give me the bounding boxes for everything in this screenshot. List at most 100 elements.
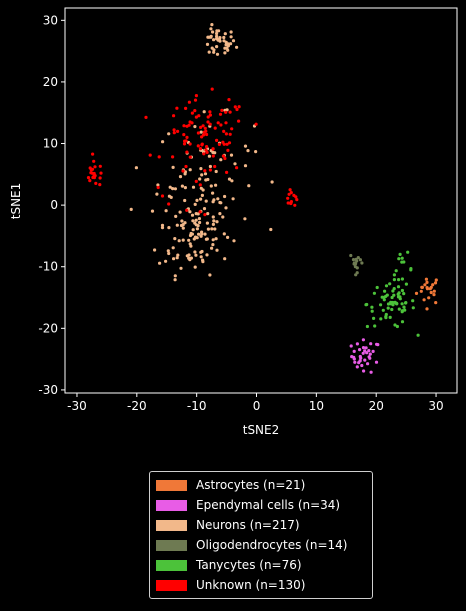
x-tick-label: 0 — [253, 399, 261, 413]
data-point — [178, 210, 182, 214]
data-point — [388, 282, 392, 286]
data-point — [184, 106, 188, 110]
data-point — [411, 306, 415, 310]
data-point — [432, 293, 436, 297]
data-point — [397, 307, 401, 311]
data-point — [93, 165, 97, 169]
data-point — [402, 292, 406, 296]
data-point — [230, 179, 234, 183]
data-point — [385, 293, 389, 297]
legend-label: Ependymal cells (n=34) — [196, 498, 341, 512]
data-point — [176, 129, 180, 133]
data-point — [183, 172, 187, 176]
data-point — [187, 238, 191, 242]
data-point — [192, 237, 196, 241]
data-point — [232, 239, 236, 243]
data-point — [208, 164, 212, 169]
data-point — [254, 122, 258, 126]
plot-area — [64, 7, 458, 394]
data-point — [398, 252, 402, 256]
y-axis-label: tSNE1 — [9, 183, 23, 220]
data-point — [164, 259, 168, 263]
legend-label: Neurons (n=217) — [196, 518, 300, 532]
data-point — [211, 147, 215, 151]
data-point — [156, 185, 160, 190]
data-point — [214, 237, 218, 241]
data-point — [173, 237, 177, 241]
data-point — [386, 302, 391, 306]
data-point — [216, 121, 220, 125]
legend-item-tanycytes: Tanycytes (n=76) — [156, 557, 302, 573]
data-point — [197, 217, 201, 221]
y-tick-label: -30 — [38, 383, 58, 397]
data-point — [183, 221, 187, 225]
data-point — [224, 121, 228, 125]
data-point — [425, 280, 429, 284]
data-point — [188, 258, 192, 262]
data-point — [200, 193, 204, 197]
data-point — [211, 222, 215, 226]
data-point — [88, 179, 92, 183]
data-point — [425, 286, 429, 290]
data-point — [375, 285, 379, 290]
data-point — [392, 273, 396, 277]
data-point — [153, 248, 157, 252]
data-point — [185, 208, 189, 212]
data-point — [206, 212, 210, 216]
data-point — [194, 218, 198, 222]
data-point — [363, 358, 367, 362]
data-point — [175, 256, 179, 260]
data-point — [191, 185, 196, 189]
data-point — [368, 356, 372, 360]
data-point — [205, 150, 209, 154]
data-point — [434, 301, 438, 305]
data-point — [171, 187, 175, 191]
data-point — [167, 132, 171, 136]
data-point — [202, 152, 206, 156]
data-point — [208, 122, 212, 126]
data-point — [429, 285, 433, 289]
x-axis-label: tSNE2 — [243, 423, 280, 437]
data-point — [398, 297, 402, 301]
data-point — [198, 210, 202, 214]
data-point — [197, 114, 201, 118]
data-point — [400, 302, 404, 306]
data-point — [228, 110, 232, 114]
data-point — [406, 250, 410, 254]
data-point — [188, 155, 192, 159]
data-point — [364, 346, 368, 350]
data-point — [392, 278, 396, 282]
data-point — [213, 126, 217, 130]
data-point — [397, 257, 401, 261]
x-tick-label: 10 — [309, 399, 324, 413]
data-point — [360, 261, 364, 265]
data-point — [179, 223, 184, 228]
data-point — [98, 176, 102, 180]
data-point — [201, 188, 205, 192]
data-point — [86, 176, 91, 180]
data-point — [215, 34, 219, 39]
data-point — [215, 31, 219, 36]
data-point — [352, 349, 356, 353]
data-point — [212, 219, 216, 223]
data-point — [167, 226, 171, 230]
data-point — [223, 194, 227, 199]
data-point — [222, 35, 226, 40]
data-point — [400, 277, 404, 281]
data-point — [229, 42, 233, 46]
data-point — [172, 257, 176, 261]
data-point — [356, 256, 360, 260]
data-point — [367, 349, 371, 353]
data-point — [194, 115, 198, 119]
data-point — [212, 48, 216, 52]
data-point — [172, 131, 176, 135]
data-point — [199, 167, 203, 171]
data-point — [206, 177, 210, 182]
data-point — [365, 324, 369, 329]
data-point — [233, 162, 237, 166]
data-point — [134, 166, 138, 170]
data-point — [195, 198, 199, 202]
data-point — [270, 180, 274, 184]
data-point — [198, 177, 202, 181]
